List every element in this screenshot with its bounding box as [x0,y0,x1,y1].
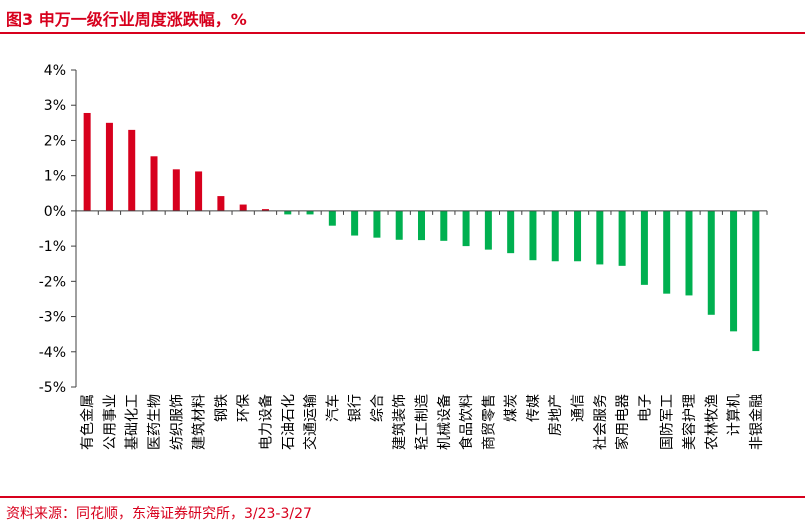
source-note: 资料来源：同花顺，东海证券研究所，3/23-3/27 [6,506,312,522]
x-tick-label: 公用事业 [102,394,118,450]
y-tick-label: -3% [39,310,66,326]
x-tick-label: 家用电器 [614,394,631,450]
bars [83,112,760,352]
bar [484,210,492,250]
y-tick-label: 0% [44,204,66,220]
bar [529,210,537,261]
x-tick-label: 商贸零售 [481,394,497,450]
y-tick-label: -1% [39,239,66,255]
bar [640,210,648,285]
bar [328,210,336,226]
x-tick-label: 纺织服饰 [169,394,185,450]
x-tick-label: 食品饮料 [458,394,475,450]
x-tick-label: 社会服务 [593,394,609,450]
x-tick-label: 有色金属 [79,394,96,450]
x-tick-label: 轻工制造 [415,394,431,450]
bar [507,210,515,254]
bar [284,210,292,215]
bar [239,204,247,211]
x-tick-label: 房地产 [548,394,564,436]
bar [440,210,448,241]
bar [306,210,314,215]
bar [83,112,91,211]
bar [574,210,582,262]
x-tick-label: 计算机 [727,394,743,436]
x-tick-label: 美容护理 [681,394,698,450]
x-tick-label: 汽车 [324,394,341,422]
y-tick-label: 1% [44,169,66,185]
y-tick-label: 4% [44,63,66,79]
x-tick-label: 机械设备 [436,394,453,450]
bar [172,169,180,211]
figure-title: 图3 申万一级行业周度涨跌幅，% [6,10,247,29]
bar [551,210,559,262]
x-axis: 有色金属 公用事业 基础化工 医药生物 纺织服饰 建筑材料 钢铁 环保 电力设备 石油石化 交通运输… [75,210,768,450]
x-tick-label: 电子 [637,394,653,422]
bar [373,210,381,238]
x-tick-label: 石油石化 [281,394,297,450]
bar [261,209,269,211]
y-tick-label: -4% [39,345,66,361]
bar [150,156,158,211]
bar [663,210,671,294]
x-tick-label: 传媒 [526,394,542,422]
y-tick-label: 2% [44,133,66,149]
bar [730,210,738,332]
x-tick-label: 建筑材料 [192,394,208,450]
bar [418,210,425,241]
bar [217,196,225,211]
y-tick-label: 3% [44,98,66,114]
bar [105,122,113,211]
x-tick-label: 电力设备 [257,394,274,450]
bar [462,210,470,247]
x-tick-label: 医药生物 [147,394,163,450]
bar [351,210,359,236]
x-tick-label: 国防军工 [660,394,676,450]
x-tick-label: 综合 [370,394,386,422]
x-tick-label: 煤炭 [504,394,520,422]
bar [195,171,203,211]
x-tick-label: 环保 [236,394,252,422]
bar [395,210,403,240]
x-tick-label: 基础化工 [124,394,141,450]
bar [128,129,136,211]
x-tick-label: 农林牧渔 [704,394,720,450]
x-tick-label: 交通运输 [302,394,319,450]
x-tick-label: 钢铁 [214,394,230,422]
x-tick-label: 银行 [348,394,364,422]
bar [618,210,626,266]
bar [596,210,604,265]
figure-header: 图3 申万一级行业周度涨跌幅，% [0,0,805,34]
y-axis: 4% 3% 2% 1% 0% -1% -2% -3% -4% -5% [39,63,77,396]
y-tick-label: -5% [39,380,66,396]
bar [752,210,760,352]
y-tick-label: -2% [39,274,66,290]
source-rule [0,496,805,498]
bar [685,210,693,296]
x-tick-label: 建筑装饰 [392,394,408,450]
bar [707,210,715,315]
title-rule [0,32,805,34]
bar-chart: 4% 3% 2% 1% 0% -1% -2% -3% -4% -5% 有色金属 公用事业 基础化工 医药… [39,63,768,450]
x-tick-label: 非银金融 [749,394,765,450]
x-tick-label: 通信 [571,394,587,422]
